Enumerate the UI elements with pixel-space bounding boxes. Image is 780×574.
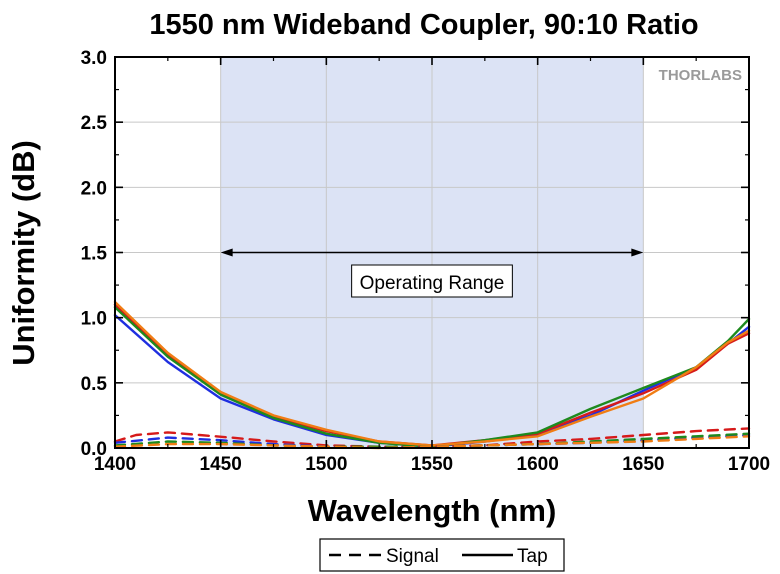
legend-signal-label: Signal [386, 546, 439, 567]
chart-title: 1550 nm Wideband Coupler, 90:10 Ratio [149, 9, 698, 41]
y-tick-label: 2.0 [81, 178, 107, 199]
thorlabs-logo: THORLABS [659, 67, 742, 84]
x-tick-label: 1650 [622, 454, 664, 475]
x-axis-label: Wavelength (nm) [308, 493, 557, 528]
arrow-left-head-icon [220, 248, 233, 257]
y-tick-label: 3.0 [81, 48, 107, 69]
x-tick-label: 1500 [305, 454, 347, 475]
y-tick-label: 1.5 [81, 244, 108, 265]
y-tick-label: 2.5 [81, 113, 108, 134]
tap-series-line-3 [113, 300, 751, 447]
legend: Signal Tap [319, 538, 565, 572]
x-tick-label: 1600 [517, 454, 559, 475]
y-tick-label: 0.0 [81, 439, 107, 460]
x-tick-label: 1700 [728, 454, 770, 475]
plot-area: 1400 1450 1500 1550 1600 1650 1700 0.0 0.5 1.0 1.5… [81, 48, 771, 475]
y-axis-label: Uniformity (dB) [6, 140, 41, 366]
operating-range-label-box [351, 264, 513, 298]
operating-range-label: Operating Range [360, 273, 505, 294]
legend-tap-label: Tap [517, 546, 548, 567]
y-tick-label: 0.5 [81, 374, 108, 395]
x-tick-label: 1550 [411, 454, 453, 475]
y-tick-label: 1.0 [81, 309, 107, 330]
arrow-right-head-icon [631, 248, 644, 257]
x-tick-label: 1450 [200, 454, 242, 475]
x-tick-label: 1400 [94, 454, 136, 475]
